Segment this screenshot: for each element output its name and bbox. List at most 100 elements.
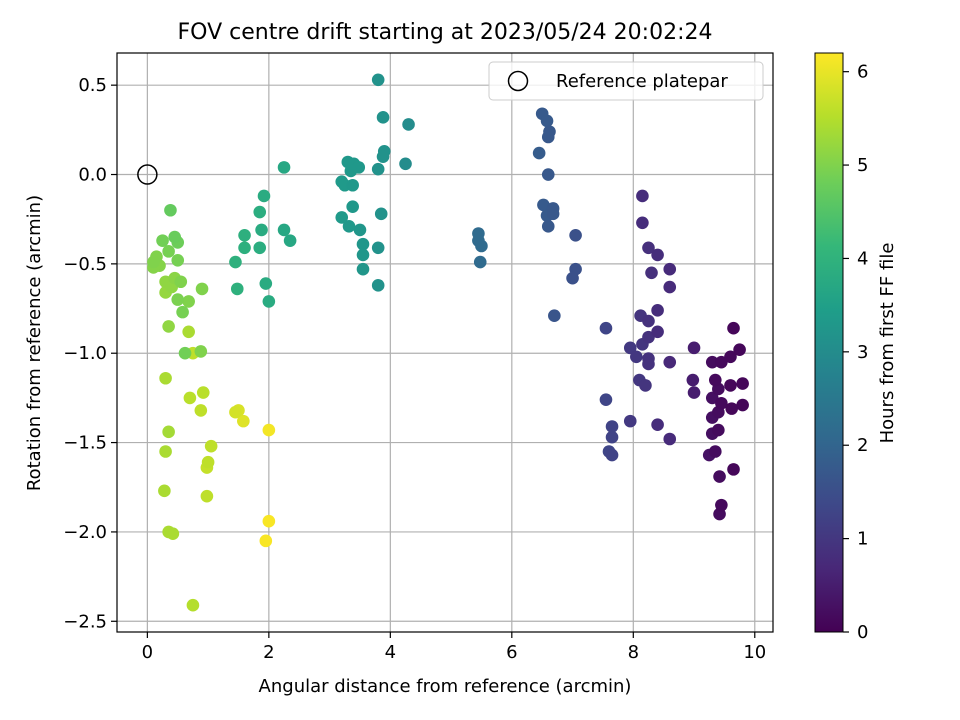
data-point xyxy=(168,230,182,244)
data-point xyxy=(630,350,643,364)
data-point xyxy=(257,189,271,203)
data-point xyxy=(541,168,555,181)
data-point xyxy=(201,455,215,469)
data-point xyxy=(566,271,579,285)
data-point xyxy=(540,114,554,128)
data-point xyxy=(724,350,737,364)
chart-title: FOV centre drift starting at 2023/05/24 … xyxy=(178,20,713,45)
data-point xyxy=(147,255,160,269)
reference-point xyxy=(137,164,158,185)
y-tick-label: −2.5 xyxy=(63,611,107,632)
data-point xyxy=(651,418,664,432)
data-point xyxy=(371,241,385,255)
data-point xyxy=(253,205,267,219)
data-point xyxy=(335,211,349,224)
data-point xyxy=(277,161,291,174)
colorbar-ticks: 0 1 2 3 4 5 6 xyxy=(843,62,868,643)
data-point xyxy=(605,448,619,462)
colorbar-tick-label: 2 xyxy=(857,435,868,456)
data-point xyxy=(371,73,385,87)
data-point xyxy=(353,223,367,237)
x-axis-ticks: 0 2 4 6 8 10 xyxy=(142,632,766,663)
data-point xyxy=(159,371,172,385)
data-point xyxy=(253,241,267,255)
x-tick-label: 6 xyxy=(506,642,517,663)
data-point xyxy=(238,228,251,242)
grid-lines xyxy=(117,53,773,632)
data-point xyxy=(473,255,487,269)
y-tick-label: −2.0 xyxy=(63,522,107,543)
data-point xyxy=(715,396,728,410)
data-point xyxy=(663,355,677,369)
data-point xyxy=(475,239,488,253)
data-point xyxy=(346,178,359,192)
data-point xyxy=(636,216,649,230)
data-point xyxy=(204,439,218,453)
data-point xyxy=(229,255,242,269)
data-point xyxy=(642,357,655,371)
data-point xyxy=(705,355,719,369)
data-point xyxy=(178,346,192,360)
data-point xyxy=(599,321,613,335)
data-point xyxy=(371,279,385,292)
y-tick-label: −1.0 xyxy=(63,343,107,364)
data-point xyxy=(162,245,175,258)
y-tick-label: 0.5 xyxy=(78,75,107,96)
data-point xyxy=(605,430,619,444)
data-point xyxy=(356,248,370,262)
data-point xyxy=(651,248,664,262)
y-tick-label: 0.0 xyxy=(78,165,107,186)
data-point xyxy=(255,223,268,237)
data-point xyxy=(164,203,177,217)
data-point xyxy=(176,305,189,319)
data-point xyxy=(686,373,700,387)
data-point xyxy=(715,498,728,512)
y-tick-label: −1.5 xyxy=(63,433,107,454)
data-point xyxy=(259,534,273,548)
colorbar-tick-label: 3 xyxy=(857,342,868,363)
data-point xyxy=(708,445,722,458)
legend-reference-icon xyxy=(507,70,529,92)
data-point xyxy=(725,402,738,415)
data-point xyxy=(651,325,664,339)
plot-frame xyxy=(116,52,774,633)
data-point xyxy=(262,423,276,437)
data-point xyxy=(546,207,560,221)
colorbar-label: Hours from first FF file xyxy=(877,243,898,444)
data-point xyxy=(642,241,655,255)
colorbar: 0 1 2 3 4 5 6 Hours from first FF file xyxy=(814,52,898,643)
data-point xyxy=(194,404,208,417)
data-point xyxy=(171,253,185,267)
x-tick-label: 10 xyxy=(743,642,766,663)
data-points xyxy=(147,73,749,612)
data-point xyxy=(687,386,701,399)
data-point xyxy=(230,282,244,296)
data-point xyxy=(705,391,719,405)
data-point xyxy=(715,355,728,369)
data-point xyxy=(687,341,701,355)
data-point xyxy=(541,220,555,233)
data-point xyxy=(171,293,185,306)
data-point xyxy=(623,414,637,428)
data-point xyxy=(663,280,677,294)
data-point xyxy=(548,309,561,322)
data-point xyxy=(183,391,197,405)
data-point xyxy=(356,262,370,276)
data-point xyxy=(645,266,658,280)
data-point xyxy=(371,162,385,176)
reference-marker xyxy=(137,164,158,185)
data-point xyxy=(651,304,664,317)
data-point xyxy=(159,445,172,458)
data-point xyxy=(623,341,637,355)
data-point xyxy=(277,223,291,237)
data-point xyxy=(196,386,210,399)
colorbar-tick-label: 4 xyxy=(857,248,868,269)
legend: Reference platepar xyxy=(488,61,764,101)
data-point xyxy=(399,157,412,171)
data-point xyxy=(376,150,390,163)
colorbar-gradient xyxy=(814,52,844,633)
data-point xyxy=(356,237,370,251)
x-tick-label: 8 xyxy=(628,642,639,663)
y-axis-label: Rotation from reference (arcmin) xyxy=(24,195,45,491)
